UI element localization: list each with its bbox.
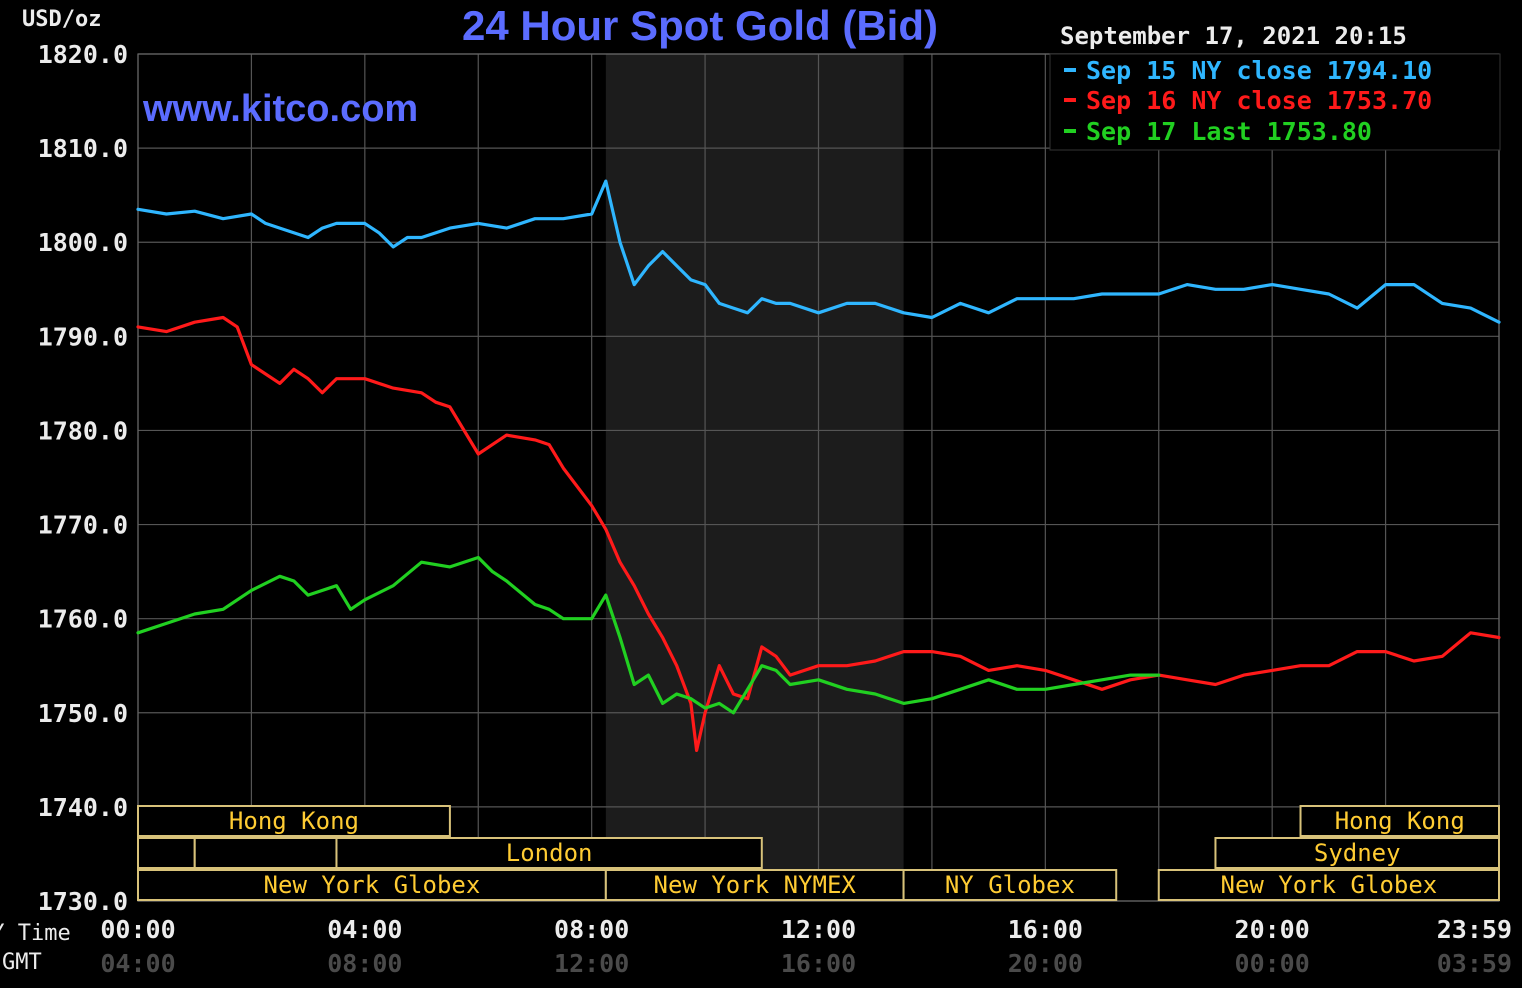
y-tick-label: 1790.0 [38, 322, 128, 351]
legend-label-sep-16: Sep 16 NY close 1753.70 [1086, 86, 1432, 115]
session-block [193, 837, 338, 869]
session-box [137, 805, 451, 837]
legend-label-sep-15: Sep 15 NY close 1794.10 [1086, 56, 1432, 85]
legend-swatch-sep-15 [1064, 68, 1076, 72]
y-tick-label: 1820.0 [38, 40, 128, 69]
legend-item-sep-17: Sep 17 Last 1753.80 [1064, 117, 1372, 146]
y-tick-label: 1740.0 [38, 793, 128, 822]
x-tick-label-gmt: 16:00 [781, 949, 856, 978]
session-label: New York Globex [1221, 871, 1438, 899]
session-label: NY Globex [945, 871, 1075, 899]
session-box [137, 837, 196, 869]
session-block: NY Globex [902, 869, 1118, 901]
session-block: Hong Kong [1299, 805, 1501, 837]
x-tick-label-ny: 12:00 [781, 915, 856, 944]
session-box [193, 837, 338, 869]
session-block: New York NYMEX [604, 869, 905, 901]
x-tick-label-gmt: 12:00 [554, 949, 629, 978]
nymex-session-shading [605, 54, 904, 901]
legend-swatch-sep-17 [1064, 129, 1076, 133]
x-tick-label-ny: 08:00 [554, 915, 629, 944]
trading-sessions: Hong Kong London New York Globex New York N… [137, 805, 1501, 901]
x-tick-label-ny: 00:00 [100, 915, 175, 944]
website-label: www.kitco.com [142, 88, 418, 130]
session-box [1157, 869, 1500, 901]
x-tick-label-gmt: 04:00 [100, 949, 175, 978]
series-line-1 [136, 179, 1501, 324]
session-block: London [335, 837, 763, 869]
session-box [1299, 805, 1501, 837]
x-tick-labels: 00:00 04:00 04:00 08:00 08:00 12:00 12:00 16:00… [100, 915, 1512, 978]
series-line-2 [136, 315, 1501, 753]
y-tick-labels: 1820.0 1810.0 1800.0 1790.0 1780.0 1770.0 1760… [38, 40, 128, 916]
series-lines [136, 179, 1501, 753]
session-box [137, 869, 607, 901]
session-block: Hong Kong [137, 805, 451, 837]
chart-title: 24 Hour Spot Gold (Bid) [462, 2, 938, 49]
y-tick-label: 1800.0 [38, 228, 128, 257]
y-tick-label: 1810.0 [38, 134, 128, 163]
session-box [604, 869, 905, 901]
series-line-3 [136, 555, 1161, 715]
x-axis-ny-label: NY Time [0, 921, 71, 946]
y-tick-label: 1750.0 [38, 699, 128, 728]
x-tick-label-ny: 04:00 [327, 915, 402, 944]
x-tick-label-gmt: 08:00 [327, 949, 402, 978]
x-tick-label-ny: 23:59 [1437, 915, 1512, 944]
x-tick-label-gmt: 03:59 [1437, 949, 1512, 978]
session-label: New York NYMEX [654, 871, 857, 899]
legend-swatch-sep-16 [1064, 98, 1076, 102]
session-block [137, 837, 196, 869]
y-tick-label: 1730.0 [38, 887, 128, 916]
session-box [335, 837, 763, 869]
timestamp-label: September 17, 2021 20:15 [1060, 22, 1407, 50]
session-block: New York Globex [137, 869, 607, 901]
session-label: Hong Kong [1335, 807, 1465, 835]
session-label: London [506, 839, 593, 867]
session-label: New York Globex [264, 871, 481, 899]
y-tick-label: 1760.0 [38, 605, 128, 634]
x-tick-label-ny: 20:00 [1235, 915, 1310, 944]
legend-label-sep-17: Sep 17 Last 1753.80 [1086, 117, 1372, 146]
y-tick-label: 1770.0 [38, 511, 128, 540]
legend-item-sep-16: Sep 16 NY close 1753.70 [1064, 86, 1432, 115]
x-axis-gmt-label: GMT [2, 950, 42, 975]
session-block: New York Globex [1157, 869, 1500, 901]
x-tick-label-gmt: 20:00 [1008, 949, 1083, 978]
session-box [902, 869, 1118, 901]
x-tick-label-ny: 16:00 [1008, 915, 1083, 944]
y-axis-label: USD/oz [22, 7, 101, 32]
session-box [1214, 837, 1501, 869]
session-label: Hong Kong [229, 807, 359, 835]
session-block: Sydney [1214, 837, 1501, 869]
legend-item-sep-15: Sep 15 NY close 1794.10 [1064, 56, 1432, 85]
session-label: Sydney [1314, 839, 1401, 867]
x-tick-label-gmt: 00:00 [1235, 949, 1310, 978]
grid-lines [137, 53, 1500, 902]
legend-box [1049, 53, 1501, 151]
y-tick-label: 1780.0 [38, 416, 128, 445]
